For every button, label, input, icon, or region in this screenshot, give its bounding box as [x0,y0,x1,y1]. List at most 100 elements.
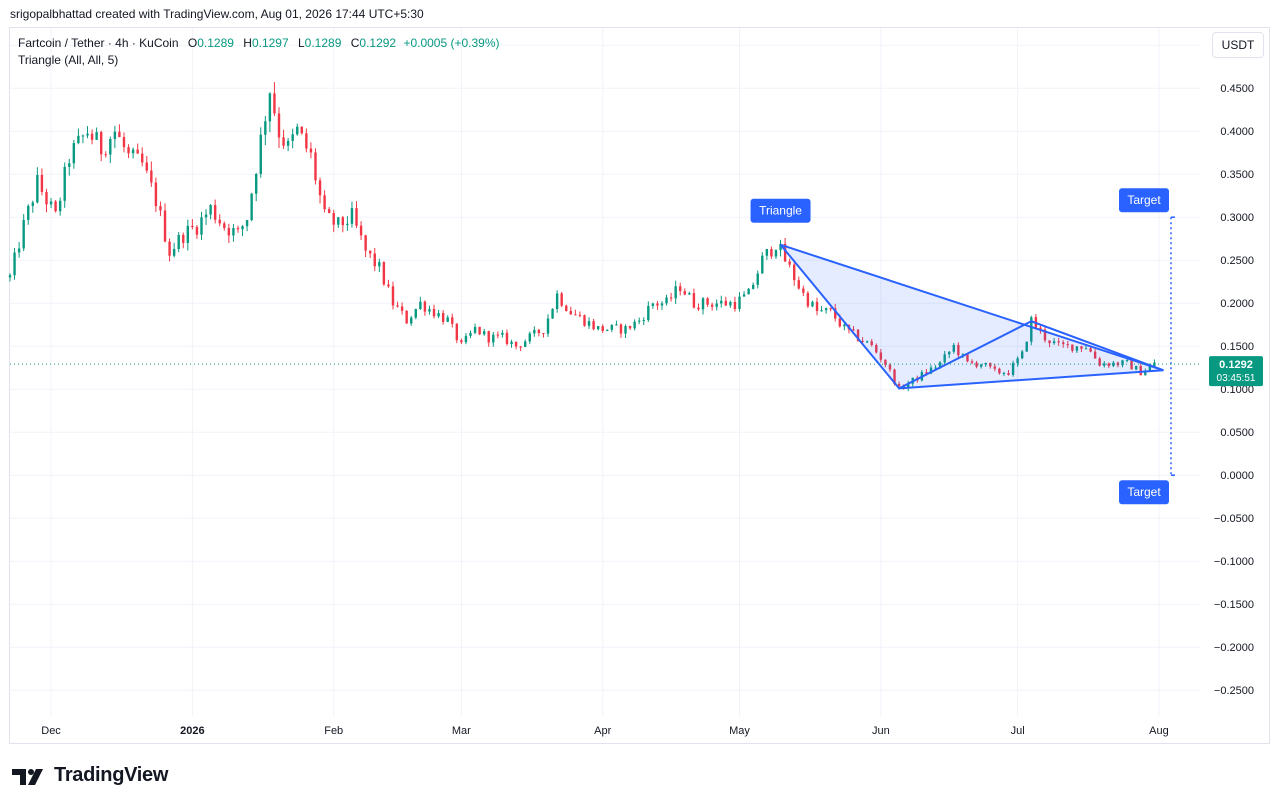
candle-body [811,301,814,307]
candle-body [323,195,326,210]
chart-legend: Fartcoin / Tether · 4h · KuCoin O0.1289 … [18,35,500,69]
candle-body [838,318,842,327]
candle-body [875,344,878,353]
candle-body [1025,341,1028,352]
candle-body [651,303,655,306]
candle-body [1130,359,1133,370]
candle-body [993,366,997,369]
candle-body [13,252,16,276]
candle-body [943,354,946,363]
candle-body [870,341,873,345]
candle-body [637,320,641,322]
candle-body [273,93,276,114]
triangle-label-box [750,198,811,223]
candle-body [296,126,299,135]
triangle-pattern [779,243,1164,390]
candle-body [373,253,376,267]
candle-body [856,329,860,341]
currency-unit-button[interactable]: USDT [1212,32,1264,58]
candle-body [455,323,459,341]
candle-body [204,214,208,218]
candle-body [505,332,509,345]
candle-body [437,313,440,317]
candle-body [583,315,586,326]
candle-body [31,202,34,206]
price-tick-label: −0.1000 [1214,556,1254,568]
candle-body [710,304,714,307]
price-tick-label: −0.0500 [1214,513,1254,525]
candle-body [761,255,764,274]
candle-body [747,288,750,295]
candle-body [957,344,960,356]
candle-body [783,243,787,262]
candle-body [720,300,723,304]
candle-body [633,321,636,329]
high-value: 0.1297 [251,36,289,50]
indicator-title[interactable]: Triangle (All, All, 5) [18,53,119,67]
candle-body [492,334,495,343]
candle-body [40,174,44,193]
candle-body [159,206,162,211]
time-tick-label: 2026 [180,725,204,737]
candle-body [63,166,66,201]
candle-body [989,362,992,367]
candle-body [17,248,21,253]
grid-lines [10,28,1200,716]
candle-body [305,133,308,149]
candle-body [683,291,686,295]
candle-body [150,170,153,183]
candle-body [227,228,231,236]
candle-body [259,134,262,175]
price-tick-label: −0.2000 [1214,642,1254,654]
candle-body [879,352,883,360]
last-price-badge [1209,356,1263,387]
candle-body [546,318,550,334]
candle-body [382,262,386,285]
candle-body [368,250,372,254]
ohlc-line: Fartcoin / Tether · 4h · KuCoin O0.1289 … [18,35,500,52]
candle-body [715,303,718,307]
candle-body [615,324,618,326]
candle-body [113,131,117,139]
candle-body [560,293,563,306]
candle-body [1112,362,1115,367]
candle-body [1089,348,1092,352]
candle-body [820,310,823,312]
candle-body [136,149,139,154]
high-label: H [243,36,252,50]
candle-body [1020,351,1024,359]
tradingview-brand[interactable]: TradingView [12,764,168,787]
tradingview-logo-icon [12,768,43,785]
candle-body [865,341,869,343]
candle-body [788,261,791,265]
candle-body [574,314,577,316]
candle-body [478,326,481,335]
candle-body [1121,360,1124,366]
candle-body [815,301,819,312]
price-tick-label: 0.1500 [1220,341,1254,353]
candle-body [929,367,933,374]
symbol-title[interactable]: Fartcoin / Tether · 4h · KuCoin [18,36,179,50]
candle-body [660,303,664,306]
candle-body [482,331,486,335]
bar-countdown: 03:45:51 [1217,373,1256,384]
candle-body [948,351,951,355]
candle-body [45,192,48,205]
candle-body [387,284,390,287]
candle-body [1052,341,1056,344]
candle-body [86,133,89,136]
candle-body [232,228,235,236]
candle-body [619,324,623,334]
time-tick-label: Dec [41,725,61,737]
candle-body [742,294,746,297]
candle-body [1084,348,1088,350]
candle-body [410,317,413,324]
candle-body [182,234,185,243]
candle-body [99,132,103,155]
target-label: Target [1127,193,1161,207]
candle-body [834,308,837,319]
candle-body [524,341,527,347]
candle-body [852,329,855,331]
time-tick-label: Jun [872,725,890,737]
